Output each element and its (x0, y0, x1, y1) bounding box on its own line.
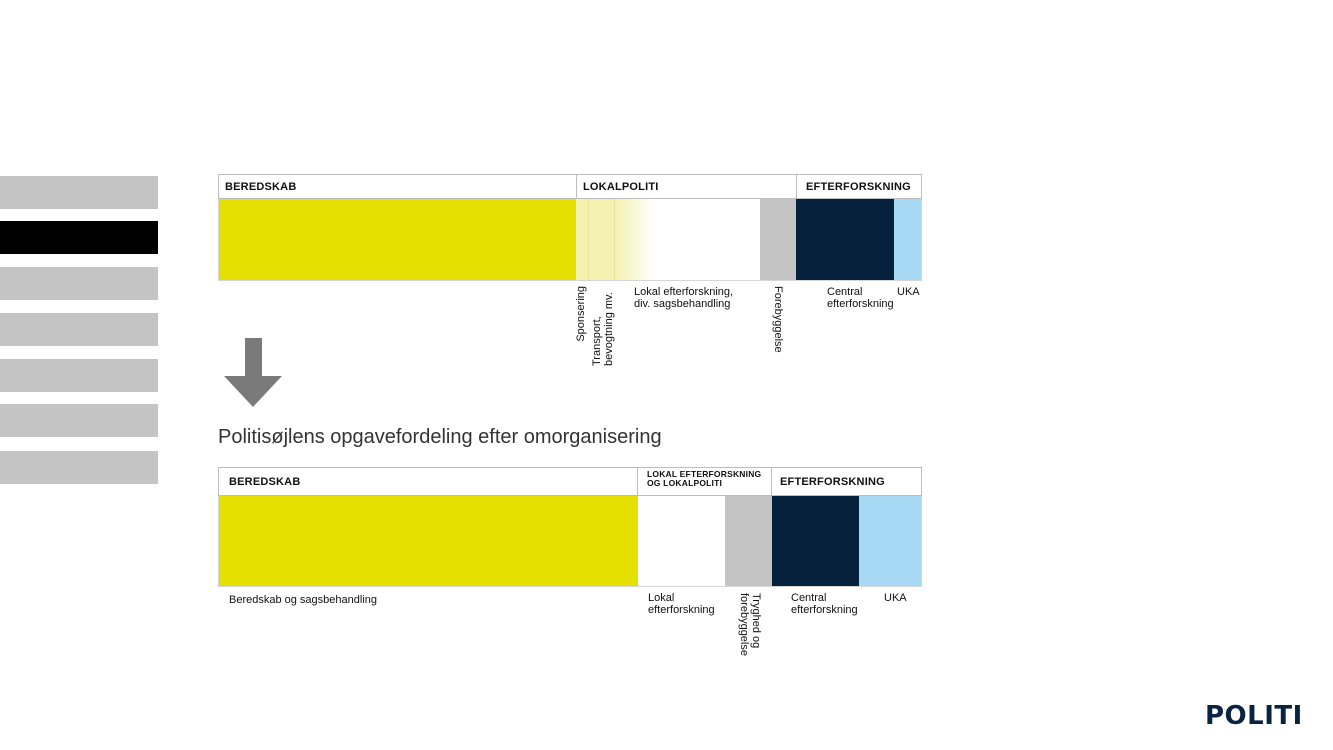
before-label-central: Central efterforskning (827, 286, 894, 310)
after-seg-lokal (638, 496, 725, 587)
after-seg-beredskab (218, 496, 638, 587)
after-header-lokal: LOKAL EFTERFORSKNING OG LOKALPOLITI (637, 467, 772, 496)
before-seg-lokal (655, 199, 760, 281)
before-seg-forebyggelse (760, 199, 796, 281)
after-label-beredskab: Beredskab og sagsbehandling (229, 594, 378, 606)
politi-logo: POLITI (1205, 701, 1303, 731)
before-seg-beredskab (218, 199, 576, 281)
before-header-beredskab: BEREDSKAB (218, 174, 577, 199)
before-label-sponsering: Sponsering (575, 286, 587, 342)
after-header-efterforskning: EFTERFORSKNING (771, 467, 922, 496)
before-seg-central (796, 199, 894, 281)
after-seg-tryghed (725, 496, 772, 587)
nav-tab-1[interactable] (0, 176, 158, 209)
before-label-forebyggelse: Forebyggelse (772, 286, 784, 353)
after-label-tryghed: Tryghed og forebyggelse (738, 593, 762, 656)
before-seg-uka (894, 199, 922, 281)
before-header-lokalpoliti: LOKALPOLITI (576, 174, 797, 199)
nav-tab-5[interactable] (0, 359, 158, 392)
after-bar-outline (218, 496, 922, 587)
before-header-efterforskning: EFTERFORSKNING (796, 174, 922, 199)
nav-tab-2[interactable] (0, 221, 158, 254)
nav-tab-3[interactable] (0, 267, 158, 300)
after-header-beredskab: BEREDSKAB (218, 467, 638, 496)
before-label-lokal: Lokal efterforskning, div. sagsbehandlin… (634, 286, 734, 310)
before-bar-outline (218, 199, 922, 281)
diagram-subtitle: Politisøjlens opgavefordeling efter omor… (218, 426, 662, 448)
after-label-central: Central efterforskning (791, 592, 858, 616)
after-seg-central (772, 496, 859, 587)
nav-tab-7[interactable] (0, 451, 158, 484)
before-label-transport: Transport, bevogtning mv. (591, 292, 615, 366)
after-seg-uka (859, 496, 922, 587)
nav-tab-4[interactable] (0, 313, 158, 346)
before-seg-transport (589, 199, 615, 281)
after-label-lokal: Lokal efterforskning (648, 592, 715, 616)
before-seg-fade (615, 199, 655, 281)
before-seg-sponsering (576, 199, 589, 281)
nav-tab-6[interactable] (0, 404, 158, 437)
arrow-down-icon (223, 338, 283, 408)
before-label-uka: UKA (897, 286, 920, 298)
after-label-uka: UKA (884, 592, 907, 604)
